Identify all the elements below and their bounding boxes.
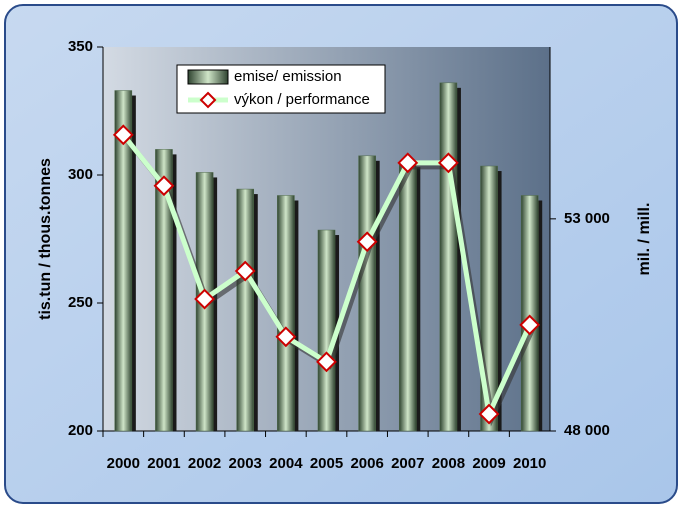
y-tick-label: 250 bbox=[68, 294, 93, 311]
x-tick-label: 2006 bbox=[350, 455, 383, 472]
y2-tick-label: 48 000 bbox=[564, 422, 610, 439]
marker bbox=[437, 152, 459, 174]
bar bbox=[277, 195, 295, 432]
y-tick-label: 200 bbox=[68, 422, 93, 439]
y-tick-label: 300 bbox=[68, 166, 93, 183]
marker bbox=[478, 403, 500, 425]
bar bbox=[520, 195, 539, 432]
marker bbox=[112, 124, 134, 146]
y-axis-label: tis.tun / thous.tonnes bbox=[37, 158, 54, 320]
marker bbox=[275, 326, 297, 348]
bar bbox=[317, 229, 336, 432]
x-tick-label: 2005 bbox=[310, 455, 343, 472]
x-tick-label: 2007 bbox=[391, 455, 424, 472]
marker bbox=[519, 314, 541, 336]
bar bbox=[236, 188, 255, 432]
x-tick-label: 2004 bbox=[269, 455, 303, 472]
bar bbox=[358, 155, 376, 432]
x-tick-label: 2009 bbox=[472, 455, 505, 472]
marker bbox=[194, 288, 216, 310]
legend-label: emise/ emission bbox=[234, 68, 342, 85]
x-tick-label: 2001 bbox=[147, 455, 180, 472]
bar bbox=[398, 161, 417, 432]
y2-tick-label: 53 000 bbox=[564, 210, 610, 227]
marker bbox=[397, 152, 419, 174]
marker bbox=[153, 175, 175, 197]
x-tick-label: 2008 bbox=[432, 455, 465, 472]
x-tick-label: 2003 bbox=[229, 455, 262, 472]
marker bbox=[316, 351, 337, 373]
x-tick-label: 2002 bbox=[188, 455, 221, 472]
legend-swatch bbox=[187, 69, 229, 85]
marker bbox=[234, 260, 256, 282]
x-tick-label: 2000 bbox=[107, 455, 140, 472]
legend-marker bbox=[199, 91, 217, 109]
legend-label: výkon / performance bbox=[234, 91, 370, 108]
marker bbox=[356, 231, 378, 253]
y2-axis-label: mil. / mill. bbox=[636, 203, 653, 276]
bar bbox=[155, 149, 173, 432]
bar bbox=[439, 82, 458, 432]
y-tick-label: 350 bbox=[68, 38, 93, 55]
x-tick-label: 2010 bbox=[513, 455, 546, 472]
bar bbox=[114, 90, 133, 432]
